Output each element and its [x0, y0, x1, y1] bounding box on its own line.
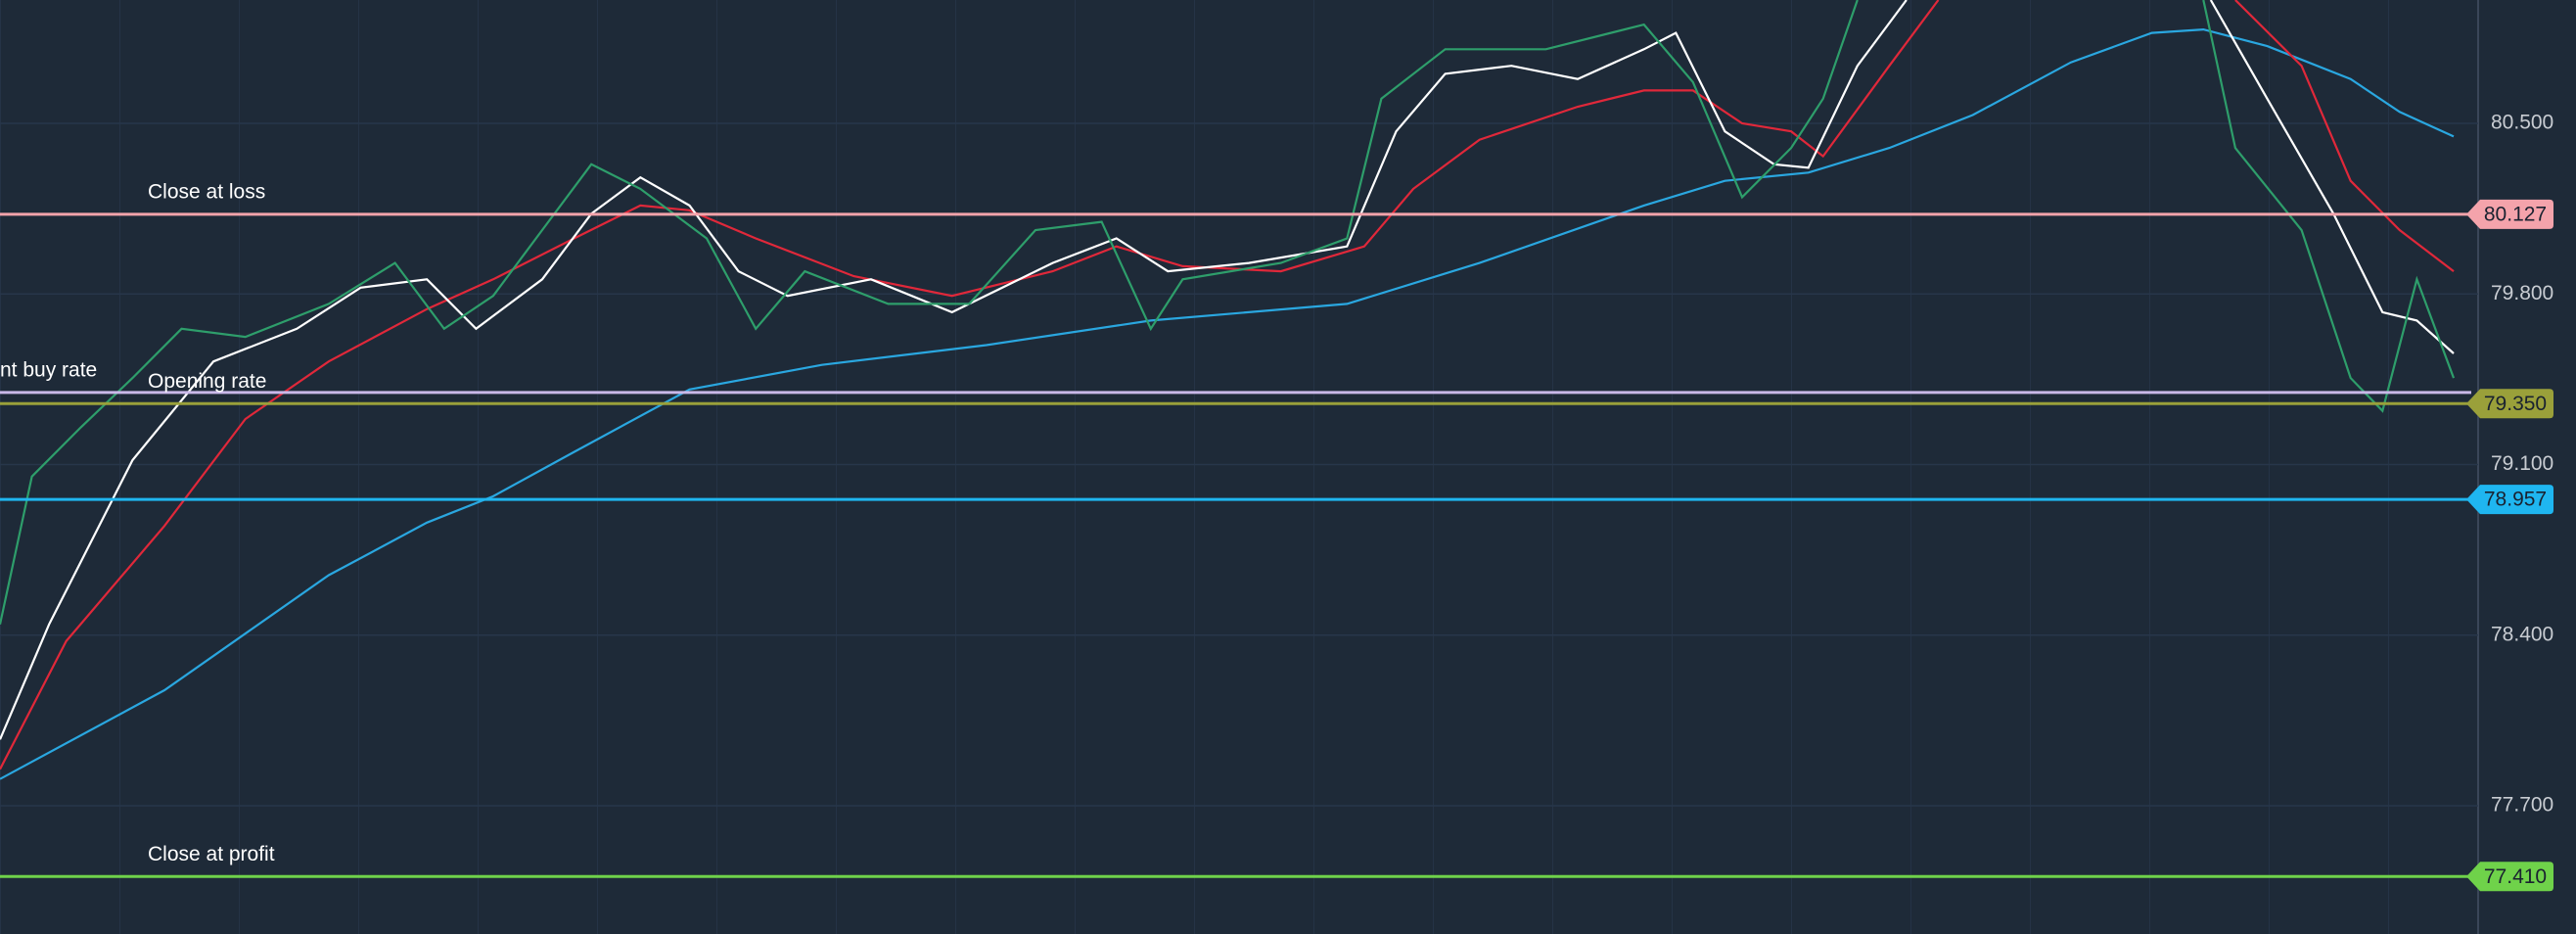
y-tick-label: 80.500: [2491, 112, 2553, 134]
moving-average-line: [0, 0, 2455, 740]
price-tag: [2466, 862, 2553, 892]
y-tick-label: 77.700: [2491, 794, 2553, 817]
price-tag-label: 78.957: [2484, 489, 2547, 511]
price-tag: [2466, 389, 2553, 419]
level-label: Opening rate: [148, 370, 266, 393]
y-tick-label: 79.800: [2491, 282, 2553, 304]
level-label: Close at profit: [148, 843, 275, 865]
price-tag: [2466, 199, 2553, 229]
level-label: nt buy rate: [0, 358, 97, 381]
price-tag-label: 80.127: [2484, 203, 2547, 225]
vertical-grid: [0, 0, 2478, 934]
price-tag-label: 79.350: [2484, 393, 2547, 415]
moving-average-line: [0, 0, 2455, 771]
y-tick-label: 78.400: [2491, 623, 2553, 645]
moving-average-line: [0, 0, 2456, 626]
level-label: Close at loss: [148, 180, 265, 203]
price-tag-label: 77.410: [2484, 865, 2547, 888]
y-tick-label: 79.100: [2491, 452, 2553, 475]
price-tag: [2466, 485, 2553, 515]
